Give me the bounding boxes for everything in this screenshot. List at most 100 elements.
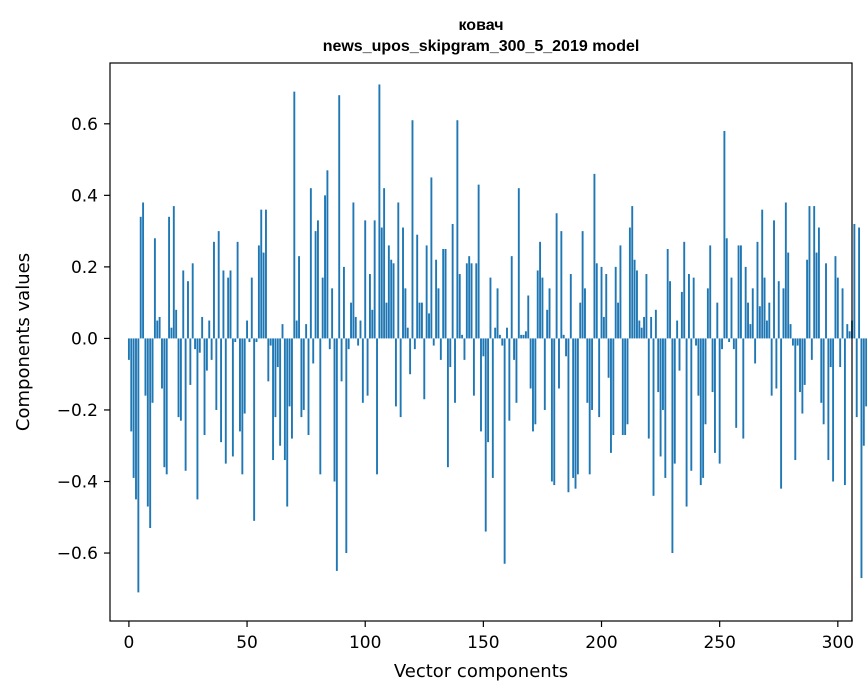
bar-128 [430,177,433,339]
bar-75 [305,324,308,339]
bar-35 [210,338,213,360]
bar-65 [281,324,284,339]
bar-51 [248,338,251,342]
bar-211 [626,338,629,425]
bar-225 [659,338,662,457]
bar-156 [496,288,499,339]
bar-169 [527,295,530,339]
bar-273 [773,220,775,339]
bar-185 [565,338,568,357]
bar-149 [480,338,482,432]
bar-158 [501,338,504,346]
bar-192 [581,231,584,339]
bar-259 [739,245,742,339]
bar-77 [309,188,312,339]
bar-146 [472,338,475,396]
bar-143 [465,263,468,339]
bar-95 [352,202,355,339]
bar-175 [541,277,544,339]
bar-277 [782,288,785,339]
bar-296 [827,338,830,461]
bar-27 [191,263,194,339]
y-tick-label-1: −0.4 [57,473,98,493]
bar-297 [829,338,832,368]
bar-264 [751,288,754,339]
bar-53 [253,338,256,521]
bar-58 [265,209,267,339]
bar-76 [307,338,310,435]
bar-114 [397,202,400,339]
bar-214 [633,259,636,339]
bar-292 [817,227,820,339]
bar-193 [584,288,586,339]
bar-247 [711,338,714,393]
bar-150 [482,338,485,357]
bar-37 [215,338,218,410]
bar-203 [607,338,610,378]
bar-100 [364,220,367,339]
bar-29 [196,338,199,500]
bar-99 [361,338,364,403]
bar-11 [153,238,156,339]
bar-59 [267,338,270,382]
bar-17 [168,216,171,339]
y-axis: −0.6 −0.4 −0.2 0.0 0.2 0.4 0.6 [57,115,110,564]
bar-64 [279,338,282,446]
bar-282 [794,338,797,461]
bar-101 [366,338,369,396]
bar-94 [350,302,352,339]
bar-3 [135,338,137,500]
bar-155 [494,327,497,339]
bar-133 [442,249,445,339]
bar-248 [714,338,716,453]
bar-220 [647,338,650,439]
bar-216 [638,320,641,339]
bar-287 [806,259,809,339]
chart-subtitle: news_upos_skipgram_300_5_2019 model [323,38,640,55]
bar-198 [595,263,598,339]
bar-162 [510,256,513,339]
bar-241 [697,338,700,396]
bar-249 [716,302,719,339]
bar-257 [735,338,738,428]
bar-227 [664,338,667,478]
bar-217 [640,327,643,339]
bar-44 [231,338,234,457]
bar-98 [359,320,362,339]
bar-60 [269,338,272,346]
bar-236 [685,338,688,507]
bar-181 [555,213,558,339]
bar-270 [765,320,768,339]
bar-38 [217,231,220,339]
bar-201 [602,316,605,339]
bar-194 [586,338,589,403]
bar-105 [376,338,378,475]
bar-307 [853,223,856,339]
bar-301 [839,338,842,368]
bar-61 [272,338,274,461]
bar-34 [208,320,211,339]
bar-16 [165,338,168,475]
bar-189 [574,338,577,489]
bar-205 [612,338,615,435]
bar-107 [380,227,383,339]
bar-199 [598,338,601,418]
x-tick-label-0: 0 [123,633,134,653]
bar-73 [300,338,303,418]
bar-252 [723,130,726,339]
x-tick-label-50: 50 [236,633,258,653]
bar-174 [539,241,542,339]
bar-102 [368,274,371,339]
bar-110 [387,245,390,339]
bar-4 [137,338,140,593]
bar-9 [149,338,152,528]
bar-67 [286,338,289,507]
bar-130 [435,259,438,339]
y-tick-label-6: 0.6 [71,115,98,135]
bar-139 [456,120,459,339]
bar-84 [326,170,329,339]
bar-243 [702,338,705,478]
bar-30 [198,338,201,353]
bar-88 [335,338,338,571]
bar-28 [194,338,197,350]
